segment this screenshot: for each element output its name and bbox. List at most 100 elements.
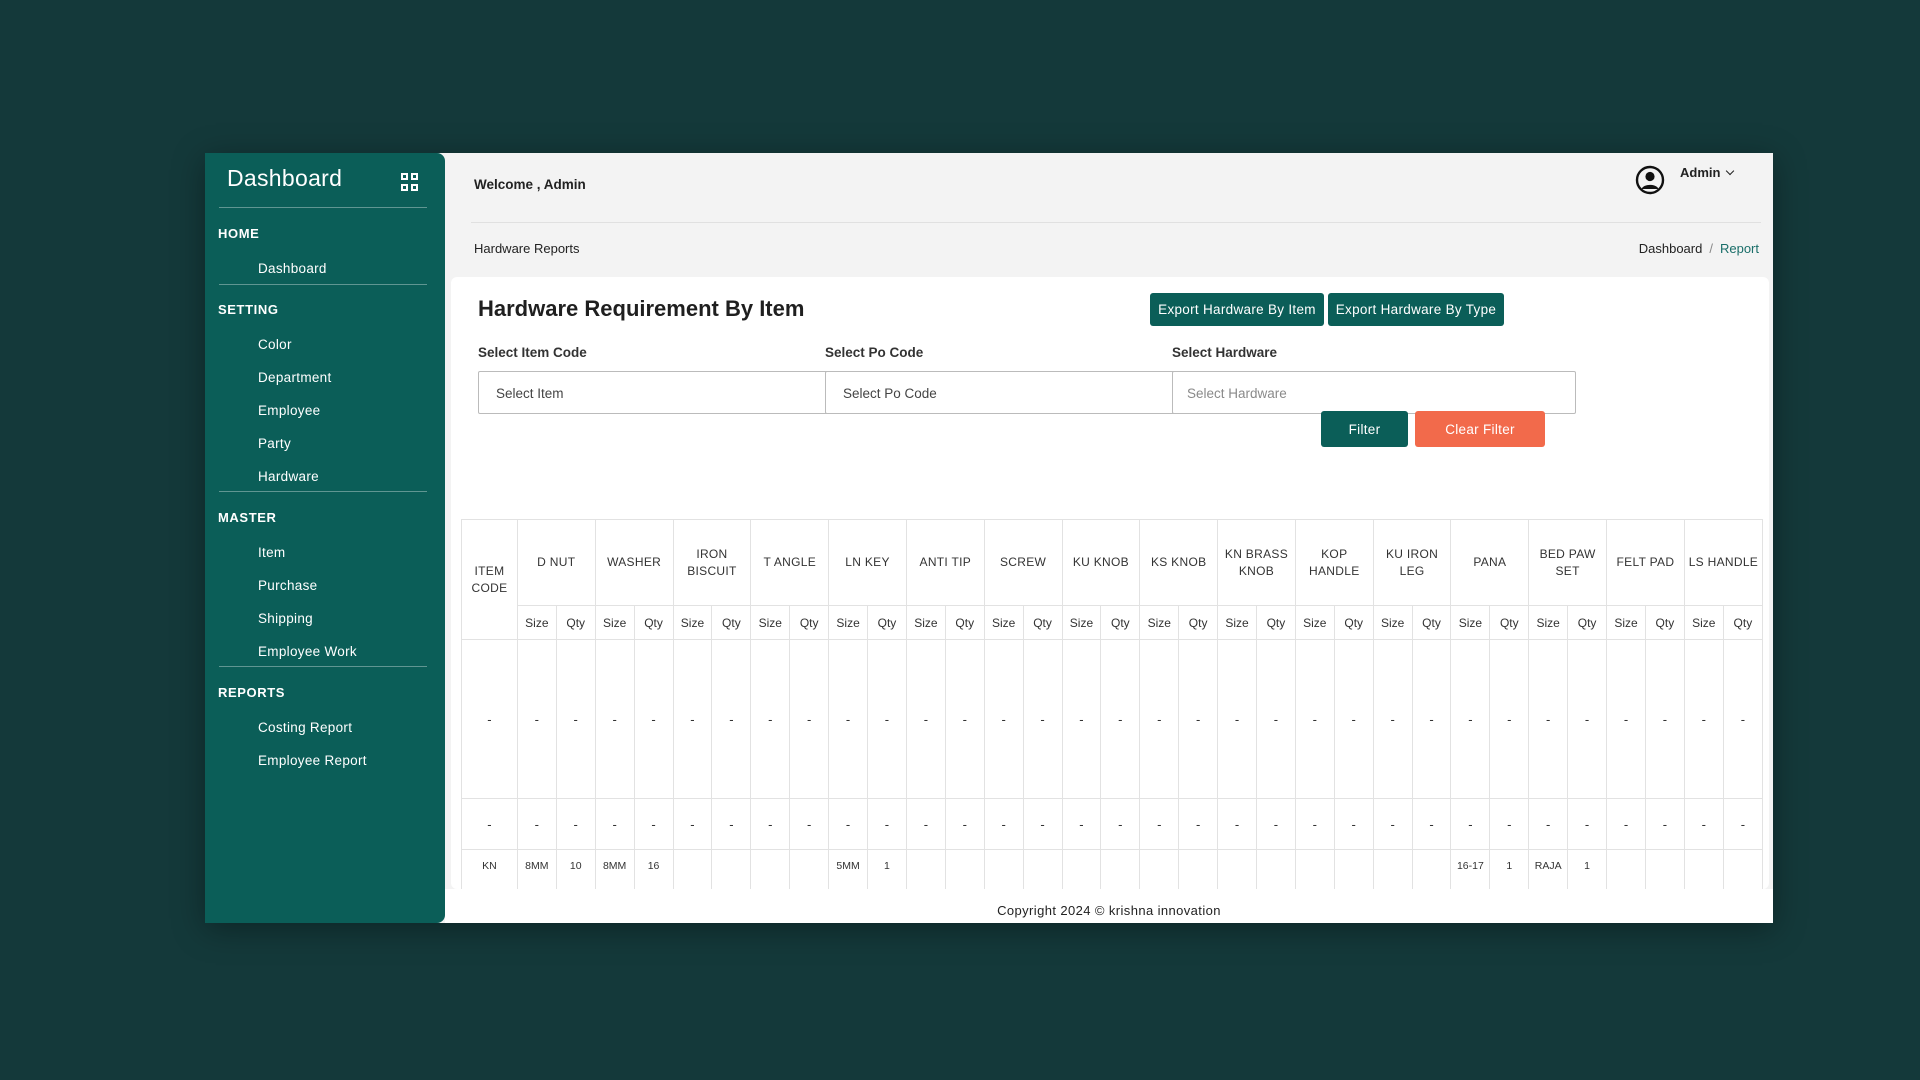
header-item-code: ITEM CODE [461,519,518,640]
sidebar-item-party[interactable]: Party [258,436,292,451]
user-menu[interactable]: Admin [1680,165,1735,180]
po-code-select[interactable]: Select Po Code [825,371,1229,414]
header-group: KU KNOB [1061,519,1141,606]
header-size: Size [1061,605,1102,640]
header-size: Size [828,605,869,640]
header-group: KN BRASS KNOB [1217,519,1296,606]
header-qty: Qty [1022,605,1063,640]
sidebar-item-employee[interactable]: Employee [258,403,321,418]
cell-qty [1178,849,1219,889]
cell-qty: 10 [555,849,596,889]
header-size: Size [1294,605,1335,640]
header-size: Size [750,605,791,640]
sidebar-item-dashboard[interactable]: Dashboard [258,261,327,276]
cell-size: - [516,798,557,850]
header-qty: Qty [1178,605,1219,640]
header-group: KU IRON LEG [1372,519,1452,606]
header-qty: Qty [1567,605,1608,640]
cell-size: - [1606,798,1646,850]
export-by-type-button[interactable]: Export Hardware By Type [1328,293,1504,326]
report-table-scroll[interactable]: ITEM CODE D NUT WASHER IRON BISCUIT T ANGLE… [461,519,1763,889]
sidebar-item-purchase[interactable]: Purchase [258,578,318,593]
cell-qty: 16 [633,849,674,889]
user-name: Admin [1680,165,1721,180]
header-size: Size [672,605,713,640]
sidebar-divider [219,207,427,208]
cell-qty [1022,849,1063,889]
sidebar-item-costing-report[interactable]: Costing Report [258,720,353,735]
header-group: KOP HANDLE [1294,519,1374,606]
cell-size: - [1139,798,1180,850]
cell-size: - [1217,798,1257,850]
hardware-placeholder: Select Hardware [1187,386,1287,401]
export-by-item-button[interactable]: Export Hardware By Item [1150,293,1324,326]
item-code-value: Select Item [496,386,564,401]
cell-size [1217,849,1257,889]
cell-size [1139,849,1180,889]
hardware-input[interactable]: Select Hardware [1172,371,1576,414]
sidebar-item-employee-report[interactable]: Employee Report [258,753,367,768]
cell-qty: - [633,639,674,799]
sidebar-item-item[interactable]: Item [258,545,286,560]
sidebar-item-department[interactable]: Department [258,370,332,385]
cell-size: - [1450,798,1491,850]
welcome-text: Welcome , Admin [474,177,586,192]
sidebar-item-color[interactable]: Color [258,337,292,352]
page-title: Hardware Reports [474,241,580,256]
header-qty: Qty [944,605,985,640]
cell-qty: - [711,798,752,850]
header-qty: Qty [789,605,830,640]
cell-size: - [594,639,635,799]
sidebar-heading-master: MASTER [218,510,277,525]
cell-size [1061,849,1102,889]
header-qty: Qty [1411,605,1452,640]
sidebar-item-hardware[interactable]: Hardware [258,469,319,484]
cell-qty: 1 [1489,849,1530,889]
header-group: ANTI TIP [905,519,985,606]
cell-size: - [1372,798,1413,850]
cell-item-code: KN [461,849,518,889]
cell-qty: - [1411,798,1452,850]
cell-qty: - [1411,639,1452,799]
sidebar: Dashboard HOME Dashboard SETTING Color D… [205,153,445,923]
header-qty: Qty [1100,605,1141,640]
header-qty: Qty [1333,605,1374,640]
header-divider [471,222,1761,223]
cell-size: - [1139,639,1180,799]
cell-qty [1411,849,1452,889]
sidebar-brand: Dashboard [227,165,343,191]
header-size: Size [1450,605,1491,640]
header-size: Size [983,605,1024,640]
breadcrumb-report: Report [1719,241,1759,256]
report-card: Hardware Requirement By Item Export Hard… [451,277,1769,889]
sidebar-item-employee-work[interactable]: Employee Work [258,644,357,659]
sidebar-heading-setting: SETTING [218,302,279,317]
clear-filter-button[interactable]: Clear Filter [1415,411,1545,447]
header-qty: Qty [1722,605,1763,640]
cell-qty: - [555,798,596,850]
item-code-label: Select Item Code [478,345,587,360]
cell-qty: - [867,798,907,850]
filter-button[interactable]: Filter [1321,411,1408,447]
grid-icon[interactable] [401,173,419,191]
user-avatar-icon[interactable] [1635,165,1665,195]
cell-qty: - [1644,798,1685,850]
cell-size: - [1606,639,1646,799]
cell-size: 16-17 [1450,849,1491,889]
header-qty: Qty [1644,605,1685,640]
main-area: Welcome , Admin Admin Hardware Reports D… [445,153,1773,923]
breadcrumb: Dashboard / Report [1639,241,1759,256]
breadcrumb-dashboard[interactable]: Dashboard [1638,241,1703,256]
cell-size: - [1061,798,1102,850]
table-row: --------------------------------- [461,798,1763,850]
cell-qty [1100,849,1141,889]
cell-item-code: - [461,798,518,850]
header-group: LN KEY [828,519,907,606]
cell-qty: - [1722,798,1763,850]
sidebar-divider [219,491,427,492]
cell-qty: - [1644,639,1685,799]
sidebar-item-shipping[interactable]: Shipping [258,611,313,626]
item-code-select[interactable]: Select Item [478,371,882,414]
cell-size: - [1294,639,1335,799]
header-qty: Qty [711,605,752,640]
